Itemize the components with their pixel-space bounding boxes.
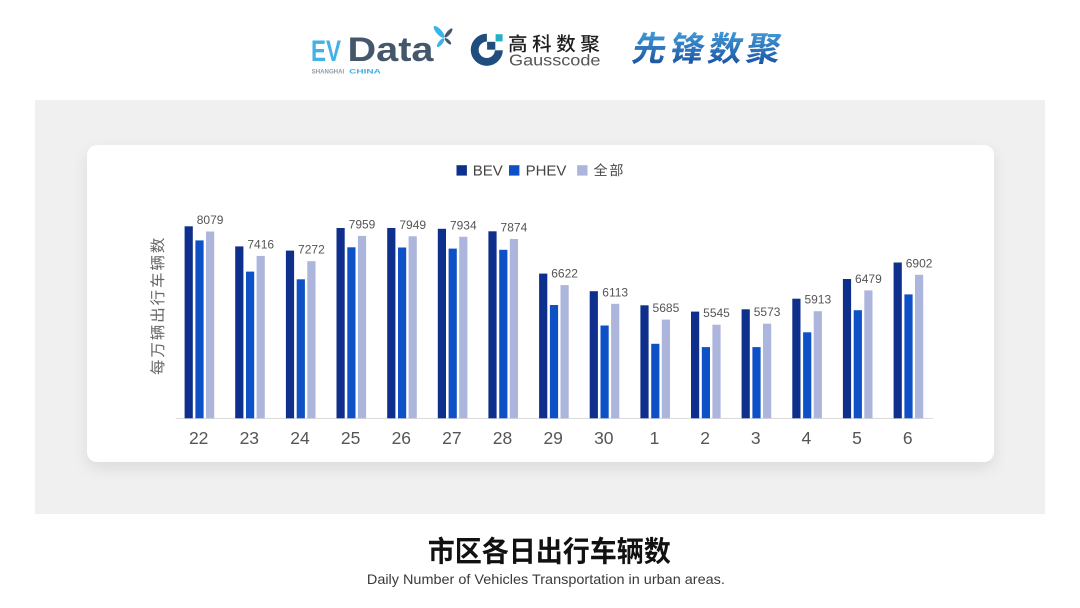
svg-text:5: 5	[852, 428, 862, 448]
svg-text:30: 30	[594, 428, 614, 448]
svg-text:5573: 5573	[754, 305, 781, 319]
svg-text:4: 4	[802, 428, 812, 448]
svg-text:Gausscode: Gausscode	[509, 53, 601, 70]
svg-text:27: 27	[442, 428, 461, 448]
svg-text:5913: 5913	[804, 293, 831, 307]
svg-text:6479: 6479	[855, 272, 882, 286]
svg-text:5545: 5545	[703, 306, 730, 320]
svg-text:3: 3	[751, 428, 761, 448]
svg-text:SHANGHAI: SHANGHAI	[312, 69, 345, 75]
svg-text:CHINA: CHINA	[349, 69, 382, 75]
svg-text:2: 2	[700, 428, 710, 448]
svg-text:26: 26	[392, 428, 411, 448]
svg-text:6902: 6902	[906, 256, 933, 270]
svg-text:24: 24	[290, 428, 310, 448]
svg-text:7416: 7416	[247, 237, 274, 251]
svg-text:6622: 6622	[551, 267, 578, 281]
svg-text:23: 23	[240, 428, 259, 448]
svg-text:7949: 7949	[399, 218, 426, 232]
svg-text:25: 25	[341, 428, 360, 448]
svg-text:29: 29	[543, 428, 562, 448]
svg-text:EV: EV	[311, 35, 341, 68]
svg-text:7934: 7934	[450, 218, 477, 232]
svg-text:BEV: BEV	[473, 162, 503, 179]
svg-text:28: 28	[493, 428, 512, 448]
svg-text:6: 6	[903, 428, 913, 448]
svg-text:Daily Number of Vehicles Trans: Daily Number of Vehicles Transportation …	[367, 571, 725, 587]
svg-text:5685: 5685	[653, 301, 680, 315]
svg-text:7272: 7272	[298, 243, 325, 257]
svg-text:PHEV: PHEV	[526, 162, 567, 179]
svg-text:22: 22	[189, 428, 208, 448]
svg-text:7874: 7874	[501, 221, 528, 235]
svg-text:Data: Data	[348, 31, 435, 69]
svg-text:8079: 8079	[197, 213, 224, 227]
svg-text:6113: 6113	[602, 285, 628, 299]
svg-text:1: 1	[650, 428, 660, 448]
svg-text:7959: 7959	[349, 217, 376, 231]
